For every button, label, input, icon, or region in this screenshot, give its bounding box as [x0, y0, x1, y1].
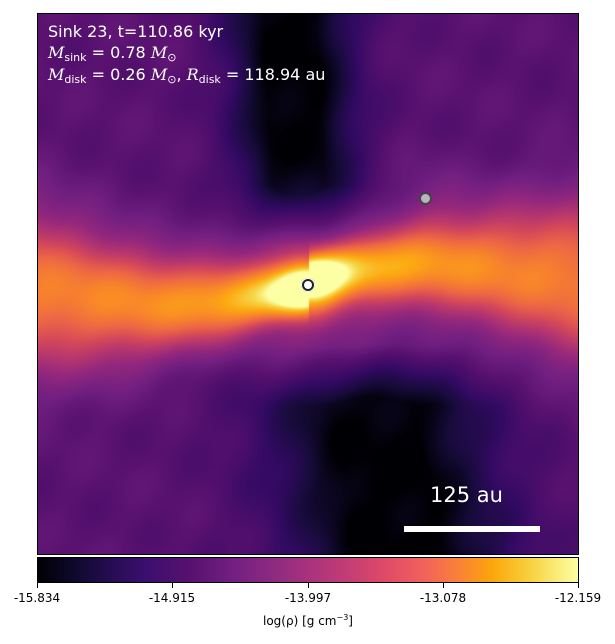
disk-mass-unit: M: [150, 65, 168, 84]
colorbar: [37, 557, 579, 583]
disk-radius-value: = 118.94 au: [220, 65, 326, 84]
sink-mass-unit-sub: ⊙: [167, 51, 177, 64]
density-map-panel: Sink 23, t=110.86 kyr Msink = 0.78 M⊙ Md…: [37, 13, 579, 555]
colorbar-tick-label: -14.915: [148, 591, 196, 605]
colorbar-tick: [37, 583, 38, 588]
sink-mass-symbol: M: [48, 43, 65, 62]
scale-bar-label: 125 au: [430, 483, 503, 507]
scale-bar: [404, 526, 540, 532]
disk-radius-subscript: disk: [198, 73, 221, 86]
disk-radius-symbol: R: [186, 65, 199, 84]
disk-mass-symbol: M: [48, 65, 65, 84]
colorbar-tick-label: -12.159: [554, 591, 602, 605]
disk-line: Mdisk = 0.26 M⊙, Rdisk = 118.94 au: [48, 64, 325, 90]
disk-separator: ,: [176, 65, 187, 84]
primary-sink-marker: [301, 278, 315, 292]
sink-mass-subscript: sink: [64, 51, 87, 64]
colorbar-tick: [308, 583, 309, 588]
sink-mass-line: Msink = 0.78 M⊙: [48, 42, 176, 68]
companion-sink-marker: [419, 192, 432, 205]
sink-mass-unit: M: [150, 43, 168, 62]
colorbar-label: log(ρ) [g cm−3]: [263, 613, 353, 628]
colorbar-tick-label: -13.078: [419, 591, 467, 605]
colorbar-tick-label: -13.997: [284, 591, 332, 605]
sink-mass-value: = 0.78: [86, 43, 151, 62]
colorbar-tick: [578, 583, 579, 588]
disk-mass-subscript: disk: [64, 73, 87, 86]
disk-mass-unit-sub: ⊙: [167, 73, 177, 86]
colorbar-label-main: log(ρ) [g cm: [263, 614, 337, 628]
sink-title: Sink 23, t=110.86 kyr: [48, 22, 224, 41]
disk-mass-value: = 0.26: [86, 65, 151, 84]
colorbar-label-end: ]: [348, 614, 353, 628]
colorbar-label-exponent: −3: [336, 613, 349, 622]
colorbar-tick: [443, 583, 444, 588]
colorbar-tick-label: -15.834: [13, 591, 61, 605]
colorbar-tick: [172, 583, 173, 588]
